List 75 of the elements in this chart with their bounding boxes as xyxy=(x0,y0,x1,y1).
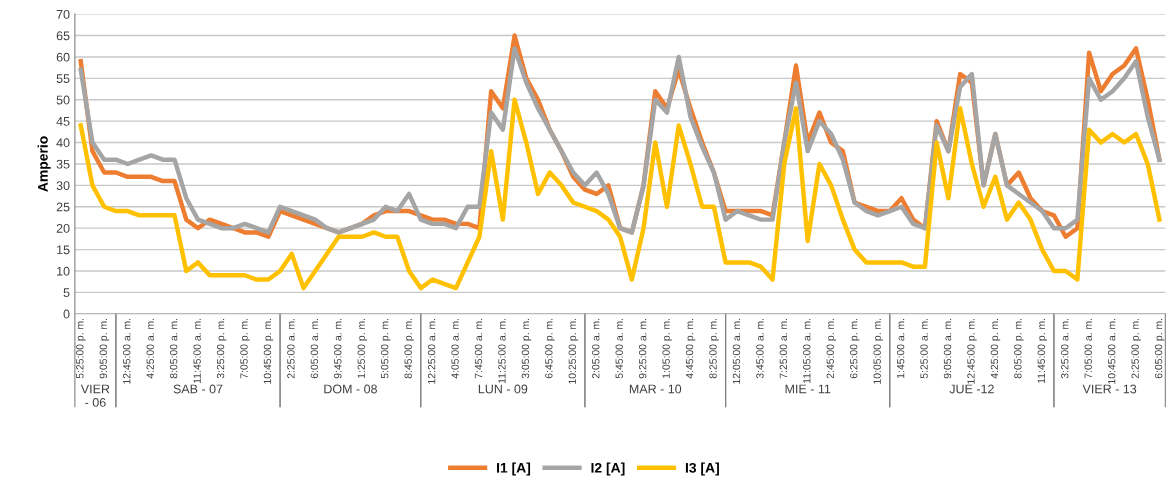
text: JUE -12 xyxy=(949,384,994,394)
x-tick-label: 5:25:00 a. m. xyxy=(920,318,928,379)
x-tick-label: 8:05:00 a. m. xyxy=(169,318,178,379)
x-tick-label: 9:05:00 a. m. xyxy=(943,318,952,379)
x-tick-label: 8:25:00 p. m. xyxy=(709,318,719,379)
x-tick-label: 7:25:00 a. m. xyxy=(779,318,788,379)
text: MAR - 10 xyxy=(629,384,682,394)
x-tick-label: 10:25:00 p. m. xyxy=(568,318,579,384)
legend-label: I2 [A] xyxy=(591,462,625,476)
text: SAB - 07 xyxy=(173,384,223,394)
text: VIER - 06 xyxy=(80,384,110,407)
x-tick-label: 8:05:00 p. m. xyxy=(1014,318,1024,379)
y-tick-label: 20 xyxy=(56,223,70,233)
y-tick-label: 10 xyxy=(57,266,70,276)
y-tick-label: 35 xyxy=(56,159,70,169)
x-tick-label: 10:45:00 p. m. xyxy=(263,318,274,384)
x-tick-label: 5:25:00 p. m. xyxy=(76,318,86,379)
y-tick-label: 5 xyxy=(63,288,70,298)
x-tick-label: 2:25:00 p. m. xyxy=(1131,318,1141,379)
legend-label: I1 [A] xyxy=(497,462,531,476)
text: LUN - 09 xyxy=(478,384,528,394)
x-tick-label: 9:25:00 a. m. xyxy=(638,318,647,379)
x-tick-label: 1:25:00 p. m. xyxy=(357,318,367,378)
x-tick-label: 12:25:00 a. m. xyxy=(427,318,436,384)
text: DOM - 08 xyxy=(324,384,377,394)
x-tick-label: 3:25:00 p. m. xyxy=(216,318,227,379)
x-tick-label: 11:45:00 p. m. xyxy=(1037,318,1048,383)
x-tick-label: 12:45:00 a. m. xyxy=(123,318,131,384)
x-tick-label: 9:05:00 p. m. xyxy=(99,318,110,379)
y-axis-title: Amperio xyxy=(37,136,51,192)
x-tick-label: 4:05:00 a. m. xyxy=(451,318,459,379)
y-tick-label: 70 xyxy=(56,9,70,19)
text: VIER - 13 xyxy=(1082,384,1137,394)
x-tick-label: 4:25:00 p. m. xyxy=(990,318,1001,379)
y-tick-label: 30 xyxy=(56,181,70,191)
x-tick-label: 12:05:00 a. m. xyxy=(732,318,741,384)
legend-label: I3 [A] xyxy=(685,462,719,476)
x-tick-label: 2:45:00 p. m. xyxy=(826,318,837,379)
x-tick-label: 7:05:00 a. m. xyxy=(1084,318,1092,379)
x-tick-label: 2:05:00 a. m. xyxy=(592,318,600,379)
x-tick-label: 6:45:00 p. m. xyxy=(545,318,555,379)
y-tick-label: 60 xyxy=(56,52,70,62)
y-tick-label: 25 xyxy=(56,202,70,212)
y-tick-label: 45 xyxy=(56,117,70,126)
x-tick-label: 9:45:00 a. m. xyxy=(334,318,342,379)
x-tick-label: 2:25:00 a. m. xyxy=(287,318,295,379)
y-tick-label: 50 xyxy=(56,95,70,105)
x-tick-label: 3:25:00 a. m. xyxy=(1061,318,1069,379)
x-tick-label: 6:05:00 p. m. xyxy=(1154,318,1165,379)
line-series xyxy=(78,97,1162,291)
x-tick-label: 5:05:00 p. m. xyxy=(381,318,391,379)
y-tick-label: 65 xyxy=(56,31,70,41)
x-tick-label: 7:45:00 a. m. xyxy=(474,318,483,379)
x-tick-label: 8:45:00 p. m. xyxy=(404,318,414,379)
x-tick-label: 11:45:00 a. m. xyxy=(193,318,201,383)
x-tick-label: 3:45:00 a. m. xyxy=(756,318,764,379)
y-tick-label: 0 xyxy=(63,309,70,319)
x-tick-label: 7:05:00 p. m. xyxy=(240,318,250,379)
y-tick-label: 55 xyxy=(56,74,70,84)
x-tick-label: 12:45:00 p. m. xyxy=(967,318,977,384)
x-tick-label: 6:05:00 a. m. xyxy=(310,318,319,379)
x-tick-label: 10:45:00 a. m. xyxy=(1107,318,1116,384)
x-tick-label: 6:25:00 p. m. xyxy=(850,318,860,379)
x-tick-label: 11:25:00 a. m. xyxy=(498,318,506,383)
x-tick-label: 1:05:00 p. m. xyxy=(662,318,672,378)
text: MIE - 11 xyxy=(785,384,831,394)
y-tick-label: 40 xyxy=(56,138,70,148)
x-tick-label: 10:05:00 p. m. xyxy=(873,318,883,384)
x-tick-label: 5:45:00 a. m. xyxy=(615,318,623,379)
x-tick-label: 11:05:00 a. m. xyxy=(803,318,811,383)
x-tick-label: 1:45:00 a. m. xyxy=(896,318,905,378)
x-tick-label: 4:45:00 p. m. xyxy=(685,318,696,379)
x-tick-label: 3:05:00 p. m. xyxy=(521,318,532,379)
x-tick-label: 4:25:00 a. m. xyxy=(146,318,154,379)
y-tick-label: 15 xyxy=(57,245,70,255)
